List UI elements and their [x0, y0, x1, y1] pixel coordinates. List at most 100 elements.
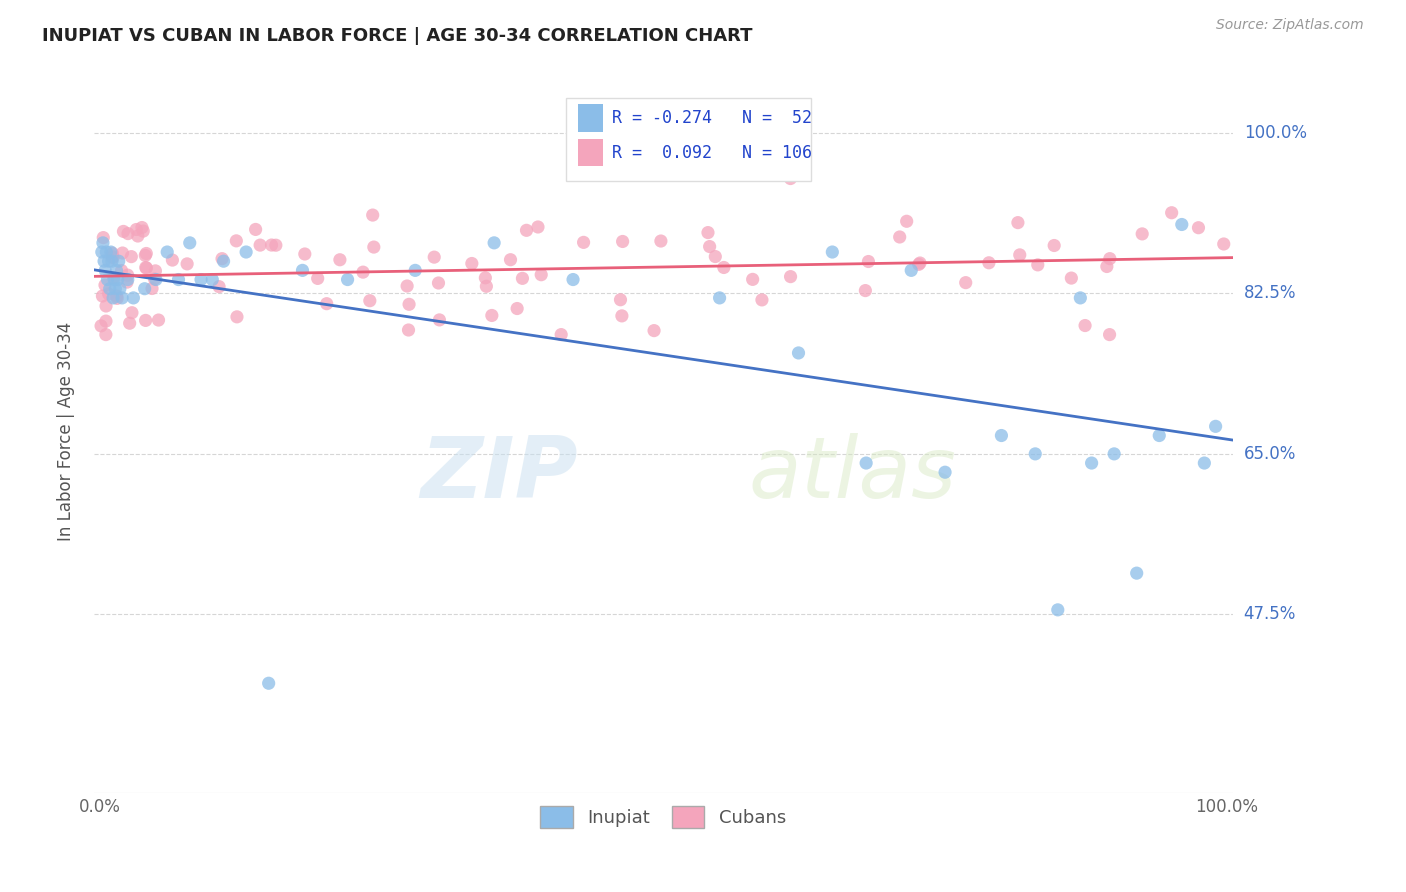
Point	[208, 279, 231, 293]
Point	[361, 208, 384, 222]
Point	[363, 240, 385, 254]
Point	[423, 250, 446, 264]
Point	[104, 282, 127, 296]
Point	[105, 292, 128, 306]
Text: 82.5%: 82.5%	[1244, 285, 1296, 302]
Y-axis label: In Labor Force | Age 30-34: In Labor Force | Age 30-34	[58, 321, 75, 541]
Point	[190, 272, 212, 286]
FancyBboxPatch shape	[567, 97, 811, 181]
Point	[429, 313, 451, 327]
Point	[398, 323, 420, 337]
Point	[779, 269, 801, 284]
Point	[779, 171, 801, 186]
Point	[121, 306, 143, 320]
Point	[125, 222, 148, 236]
Point	[91, 235, 114, 250]
Point	[352, 265, 374, 279]
Point	[93, 254, 115, 268]
Point	[530, 268, 553, 282]
Point	[101, 250, 124, 264]
Point	[612, 235, 634, 249]
Point	[143, 272, 166, 286]
Point	[107, 272, 129, 286]
Point	[1171, 218, 1194, 232]
Point	[896, 214, 918, 228]
Point	[1149, 428, 1171, 442]
Point	[94, 299, 117, 313]
Point	[212, 254, 235, 268]
Point	[515, 223, 537, 237]
Point	[108, 282, 131, 296]
Text: 100.0%: 100.0%	[1244, 124, 1306, 142]
Point	[111, 246, 134, 260]
Point	[1125, 566, 1147, 581]
Point	[118, 316, 141, 330]
Point	[475, 279, 498, 293]
Point	[1130, 227, 1153, 241]
Point	[135, 313, 157, 327]
Text: INUPIAT VS CUBAN IN LABOR FORCE | AGE 30-34 CORRELATION CHART: INUPIAT VS CUBAN IN LABOR FORCE | AGE 30…	[42, 27, 752, 45]
Point	[94, 327, 117, 342]
Point	[91, 230, 114, 244]
Point	[90, 245, 112, 260]
Point	[336, 272, 359, 286]
Text: Source: ZipAtlas.com: Source: ZipAtlas.com	[1216, 18, 1364, 32]
Point	[1187, 220, 1209, 235]
Point	[211, 252, 233, 266]
Text: 47.5%: 47.5%	[1244, 606, 1296, 624]
Point	[1160, 205, 1182, 219]
Point	[787, 346, 810, 360]
Point	[512, 271, 534, 285]
Point	[245, 222, 267, 236]
Point	[481, 309, 503, 323]
Point	[610, 309, 633, 323]
Point	[474, 270, 496, 285]
Point	[908, 256, 931, 270]
Point	[120, 250, 142, 264]
Point	[741, 272, 763, 286]
Point	[176, 257, 198, 271]
Point	[697, 226, 720, 240]
Point	[704, 250, 727, 264]
Point	[461, 256, 484, 270]
Point	[853, 284, 876, 298]
Point	[751, 293, 773, 307]
Point	[990, 428, 1012, 442]
Point	[145, 272, 167, 286]
Point	[103, 270, 125, 285]
Point	[427, 276, 450, 290]
Point	[396, 279, 419, 293]
Point	[1007, 216, 1029, 230]
Point	[105, 263, 128, 277]
Point	[225, 234, 247, 248]
Point	[398, 297, 420, 311]
Point	[156, 245, 179, 260]
Legend: Inupiat, Cubans: Inupiat, Cubans	[533, 798, 793, 835]
Point	[1205, 419, 1227, 434]
Point	[562, 272, 585, 286]
Point	[110, 263, 132, 277]
Point	[821, 245, 844, 260]
Point	[235, 245, 257, 260]
Point	[907, 257, 929, 271]
Point	[550, 327, 572, 342]
Point	[134, 282, 156, 296]
Point	[1074, 318, 1097, 333]
Point	[122, 291, 145, 305]
Point	[404, 263, 426, 277]
Point	[117, 272, 139, 286]
Point	[1046, 603, 1069, 617]
Point	[101, 254, 124, 268]
Point	[955, 276, 977, 290]
Point	[858, 254, 880, 268]
Point	[572, 235, 595, 250]
Point	[855, 456, 877, 470]
Point	[1194, 456, 1216, 470]
Point	[482, 235, 505, 250]
Point	[359, 293, 381, 308]
Point	[148, 313, 170, 327]
Point	[94, 278, 117, 293]
FancyBboxPatch shape	[578, 139, 603, 167]
Point	[709, 291, 731, 305]
Point	[643, 324, 665, 338]
